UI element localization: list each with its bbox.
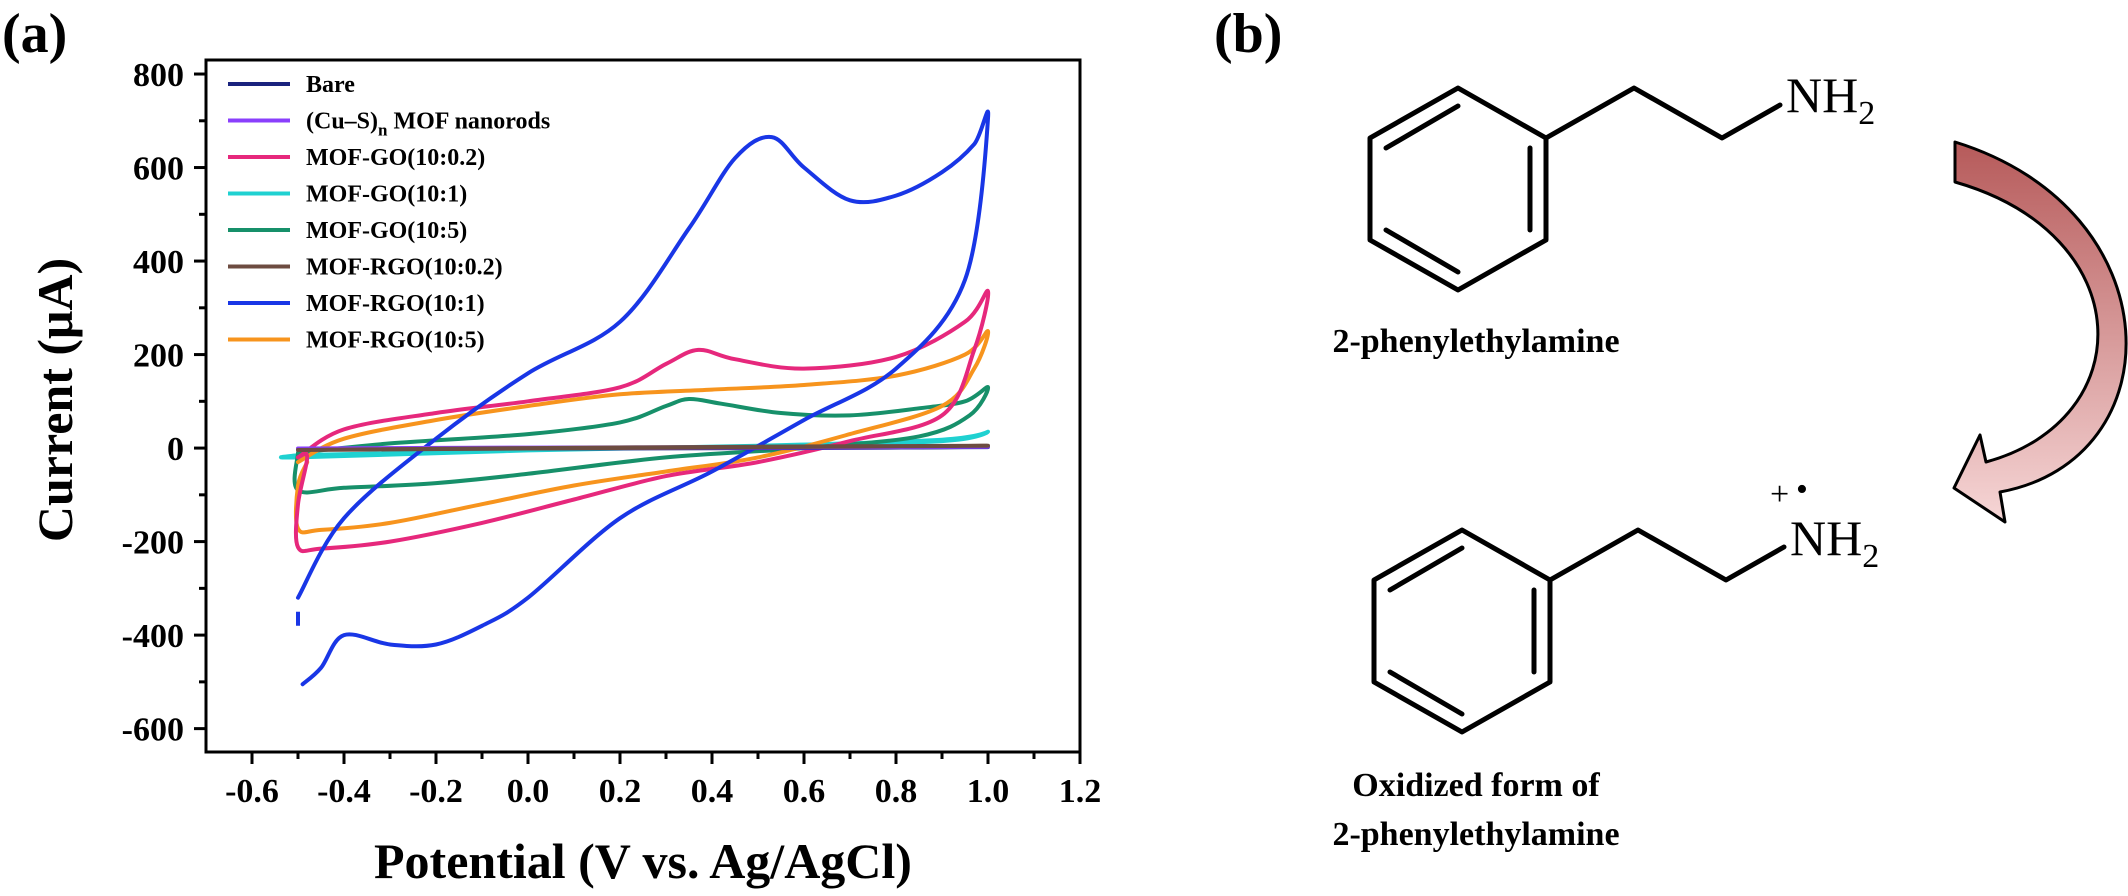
reactant-structure: NH2 <box>1367 67 1875 293</box>
legend-label: (Cu–S)n MOF nanorods <box>306 109 550 140</box>
amine-group-reactant: NH2 <box>1786 67 1875 132</box>
legend-label: MOF-GO(10:0.2) <box>306 145 485 171</box>
ring-double-bond <box>1383 103 1461 151</box>
benzene-ring-product <box>1371 527 1553 735</box>
series-line-2 <box>293 288 991 554</box>
x-tick-label: -0.4 <box>317 773 371 810</box>
x-tick-label: 0.0 <box>507 773 550 810</box>
legend-label: MOF-RGO(10:5) <box>306 328 485 354</box>
x-tick-label: -0.2 <box>409 773 463 810</box>
product-label-line2: 2-phenylethylamine <box>1332 816 1619 853</box>
y-tick-label: 600 <box>133 151 184 188</box>
ring-double-bond <box>1383 227 1461 275</box>
plot-frame <box>204 58 1082 754</box>
reaction-arrow <box>1952 140 2128 524</box>
y-tick-label: 400 <box>133 244 184 281</box>
panel-a-label: (a) <box>2 3 67 65</box>
legend-label: MOF-GO(10:1) <box>306 182 467 208</box>
legend-label: MOF-RGO(10:0.2) <box>306 255 503 281</box>
legend-label: MOF-RGO(10:1) <box>306 291 485 317</box>
legend: Bare (Cu–S)n MOF nanorods MOF-GO(10:0.2) MO… <box>228 72 550 354</box>
y-tick-label: 200 <box>133 338 184 375</box>
legend-label: MOF-GO(10:5) <box>306 218 467 244</box>
charge-sign: + <box>1770 476 1789 513</box>
x-tick-label: 0.2 <box>599 773 642 810</box>
legend-label: Bare <box>306 72 355 98</box>
series-layer <box>278 109 991 687</box>
x-tick-label: 0.6 <box>783 773 826 810</box>
product-structure: NH2 + • <box>1371 471 1879 735</box>
x-tick-label: 0.8 <box>875 773 918 810</box>
x-axis-title: Potential (V vs. Ag/AgCl) <box>374 833 912 889</box>
x-tick-label: 1.2 <box>1059 773 1102 810</box>
amine-group-product: NH2 <box>1790 510 1879 575</box>
ethyl-chain-product <box>1547 527 1787 583</box>
y-tick-label: -200 <box>122 525 184 562</box>
series-line-5 <box>296 443 990 452</box>
radical-dot: • <box>1796 471 1808 508</box>
y-axis-title: Current (μA) <box>27 258 83 542</box>
y-tick-label: -600 <box>122 712 184 749</box>
y-tick-label: 0 <box>167 431 184 468</box>
x-tick-label: -0.6 <box>225 773 279 810</box>
product-label-line1: Oxidized form of <box>1352 767 1600 804</box>
reaction-scheme: NH2 2-phenylethylamine NH2 + • Oxidized … <box>1332 67 2128 853</box>
benzene-ring-reactant <box>1367 85 1549 293</box>
reactant-label: 2-phenylethylamine <box>1332 323 1619 360</box>
ring-double-bond <box>1387 545 1465 593</box>
x-tick-label: 0.4 <box>691 773 734 810</box>
cv-chart: -0.6 -0.4 -0.2 0.0 0.2 0.4 0.6 0.8 1.0 1.2 -600 -40… <box>27 57 1101 889</box>
panel-b-label: (b) <box>1214 3 1282 65</box>
ring-double-bond <box>1387 669 1465 717</box>
y-tick-label: 800 <box>133 57 184 94</box>
y-tick-label: -400 <box>122 618 184 655</box>
series-line-4 <box>292 385 990 495</box>
axis-ticks: -0.6 -0.4 -0.2 0.0 0.2 0.4 0.6 0.8 1.0 1.2 -600 -40… <box>122 57 1102 810</box>
x-tick-label: 1.0 <box>967 773 1010 810</box>
ethyl-chain-reactant <box>1543 85 1783 141</box>
series-line-6 <box>296 109 991 687</box>
